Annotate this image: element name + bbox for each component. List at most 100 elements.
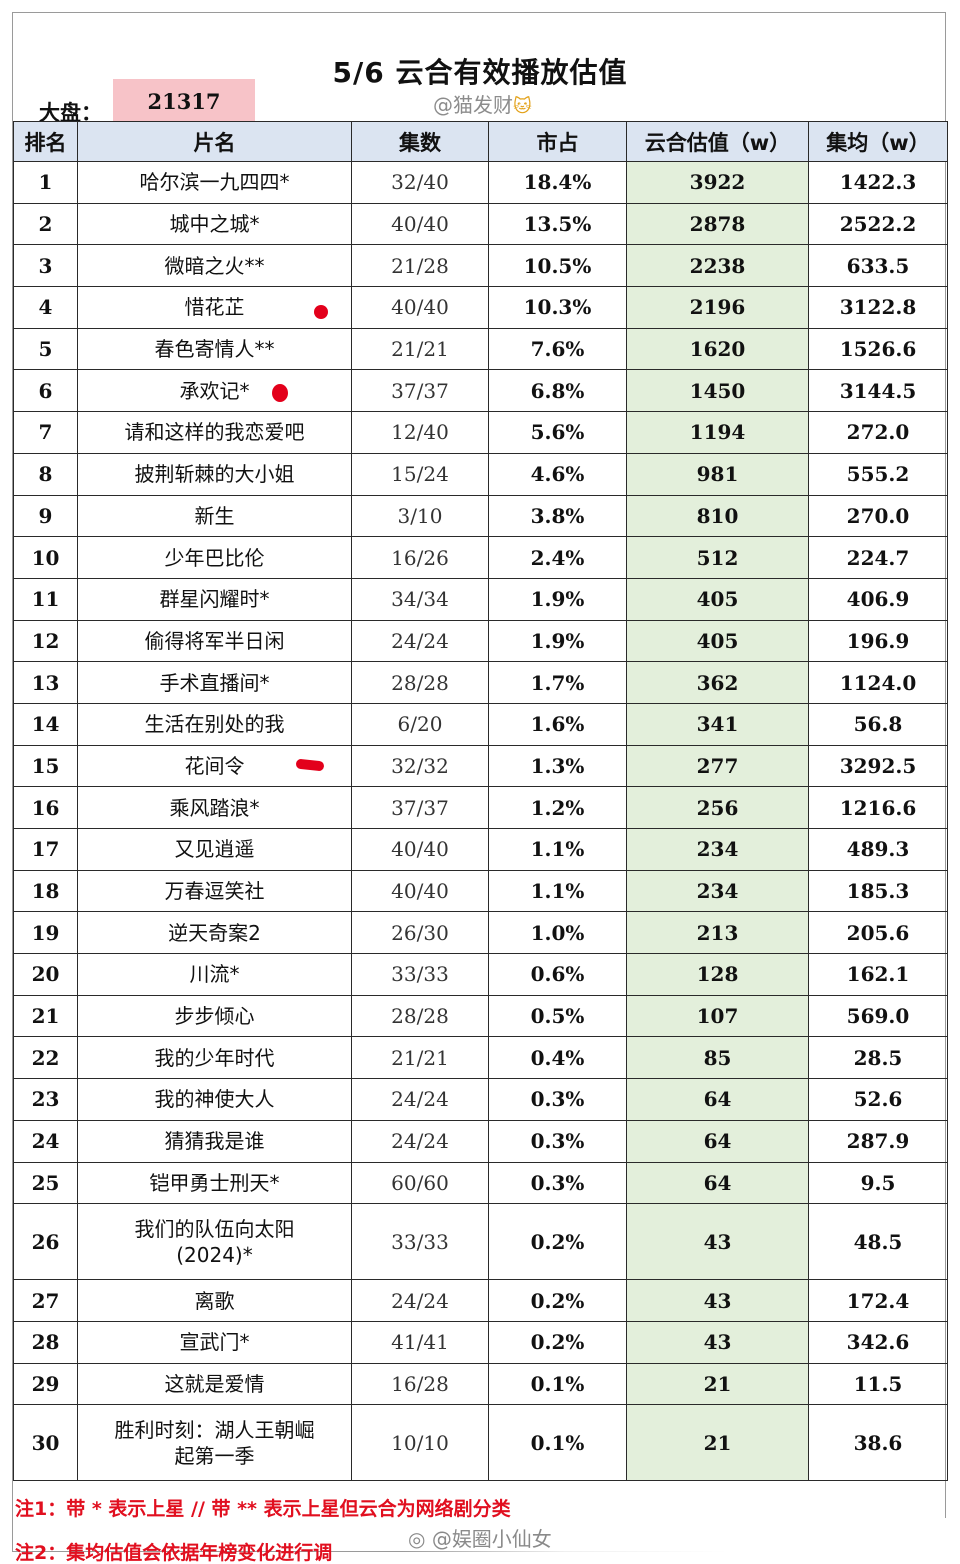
note-1: 注1：带 * 表示上星 // 带 ** 表示上星但云合为网络剧分类	[15, 1498, 511, 1520]
share-cell: 0.3%	[488, 1078, 627, 1121]
average-cell: 3122.8	[808, 286, 948, 329]
average-cell: 287.9	[808, 1119, 948, 1163]
title-cell: 宣武门*	[77, 1320, 352, 1364]
episodes-cell: 24/24	[351, 619, 489, 663]
table-row: 5 春色寄情人** 21/21 7.6% 1620 1526.6	[13, 327, 948, 371]
episodes-cell: 24/24	[351, 1078, 489, 1121]
red-mark-icon	[272, 384, 288, 403]
episodes-cell: 26/30	[351, 911, 489, 955]
estimate-cell: 2196	[626, 286, 809, 329]
title-text: 又见逍遥	[174, 837, 255, 862]
estimate-cell: 43	[626, 1203, 809, 1281]
rank-cell: 17	[13, 828, 78, 871]
episodes-cell: 32/32	[351, 744, 489, 788]
page-title: 5/6 云合有效播放估值	[332, 56, 628, 89]
share-cell: 1.6%	[488, 702, 627, 746]
episodes-cell: 10/10	[351, 1404, 489, 1482]
estimate-cell: 405	[626, 619, 809, 663]
share-cell: 4.6%	[488, 452, 627, 496]
estimate-cell: 1450	[626, 369, 809, 413]
column-header: 集数	[351, 121, 489, 162]
table-row: 27 离歌 24/24 0.2% 43 172.4	[13, 1279, 948, 1322]
average-cell: 633.5	[808, 244, 948, 288]
table-row: 22 我的少年时代 21/21 0.4% 85 28.5	[13, 1036, 948, 1080]
title-cell: 披荆斩棘的大小姐	[77, 452, 352, 496]
episodes-cell: 40/40	[351, 286, 489, 329]
title-cell: 逆天奇案2	[77, 911, 352, 955]
average-cell: 1422.3	[808, 161, 948, 204]
average-cell: 205.6	[808, 911, 948, 955]
rank-cell: 7	[13, 411, 78, 454]
rank-cell: 16	[13, 786, 78, 829]
bottom-watermark-text: @娱圈小仙女	[431, 1527, 552, 1551]
episodes-cell: 28/28	[351, 661, 489, 704]
title-cell: 这就是爱情	[77, 1362, 352, 1406]
average-cell: 1526.6	[808, 327, 948, 371]
average-cell: 185.3	[808, 869, 948, 913]
average-cell: 555.2	[808, 452, 948, 496]
average-cell: 1216.6	[808, 786, 948, 829]
title-text: 花间令	[184, 753, 245, 778]
title-text: 生活在别处的我	[144, 712, 285, 737]
share-cell: 1.2%	[488, 786, 627, 829]
estimate-cell: 21	[626, 1404, 809, 1482]
rank-cell: 25	[13, 1161, 78, 1205]
column-header: 片名	[77, 121, 352, 162]
episodes-cell: 16/28	[351, 1362, 489, 1406]
estimate-cell: 21	[626, 1362, 809, 1406]
rank-cell: 10	[13, 536, 78, 579]
title-text: 铠甲勇士刑天*	[149, 1170, 280, 1195]
title-text: 川流*	[189, 962, 240, 987]
title-cell: 新生	[77, 494, 352, 538]
table-row: 8 披荆斩棘的大小姐 15/24 4.6% 981 555.2	[13, 452, 948, 496]
share-cell: 3.8%	[488, 494, 627, 538]
estimate-cell: 128	[626, 953, 809, 996]
rank-cell: 14	[13, 702, 78, 746]
table-row: 25 铠甲勇士刑天* 60/60 0.3% 64 9.5	[13, 1161, 948, 1205]
column-header: 云合估值（w）	[626, 121, 809, 162]
title-cell: 步步倾心	[77, 994, 352, 1038]
estimate-cell: 405	[626, 577, 809, 621]
title-text: 我的少年时代	[154, 1045, 275, 1070]
title-text: 手术直播间*	[159, 670, 270, 695]
rank-cell: 28	[13, 1320, 78, 1364]
episodes-cell: 28/28	[351, 994, 489, 1038]
table-row: 28 宣武门* 41/41 0.2% 43 342.6	[13, 1320, 948, 1364]
table-row: 12 偷得将军半日闲 24/24 1.9% 405 196.9	[13, 619, 948, 663]
share-cell: 1.1%	[488, 828, 627, 871]
episodes-cell: 37/37	[351, 369, 489, 413]
average-cell: 569.0	[808, 994, 948, 1038]
title-cell: 乘风踏浪*	[77, 786, 352, 829]
title-text: 请和这样的我恋爱吧	[124, 420, 305, 445]
rank-cell: 18	[13, 869, 78, 913]
episodes-cell: 32/40	[351, 161, 489, 204]
estimate-cell: 341	[626, 702, 809, 746]
share-cell: 0.1%	[488, 1362, 627, 1406]
average-cell: 11.5	[808, 1362, 948, 1406]
title-text: 微暗之火**	[164, 253, 265, 278]
rank-cell: 6	[13, 369, 78, 413]
title-cell: 手术直播间*	[77, 661, 352, 704]
table-row: 18 万春逗笑社 40/40 1.1% 234 185.3	[13, 869, 948, 913]
episodes-cell: 41/41	[351, 1320, 489, 1364]
average-cell: 38.6	[808, 1404, 948, 1482]
table-row: 24 猜猜我是谁 24/24 0.3% 64 287.9	[13, 1119, 948, 1163]
title-text-line2: 起第一季	[174, 1443, 255, 1468]
column-header: 排名	[13, 121, 78, 162]
table-row: 14 生活在别处的我 6/20 1.6% 341 56.8	[13, 702, 948, 746]
average-cell: 28.5	[808, 1036, 948, 1080]
estimate-cell: 256	[626, 786, 809, 829]
estimate-cell: 107	[626, 994, 809, 1038]
share-cell: 0.3%	[488, 1161, 627, 1205]
table-row: 26 我们的队伍向太阳 (2024)* 33/33 0.2% 43 48.5	[13, 1203, 948, 1281]
title-text: 猜猜我是谁	[164, 1129, 265, 1154]
title-text: 城中之城*	[169, 212, 260, 237]
table-row: 7 请和这样的我恋爱吧 12/40 5.6% 1194 272.0	[13, 411, 948, 454]
title-cell: 承欢记*	[77, 369, 352, 413]
rank-cell: 27	[13, 1279, 78, 1322]
estimate-cell: 64	[626, 1119, 809, 1163]
table-row: 1 哈尔滨一九四四* 32/40 18.4% 3922 1422.3	[13, 161, 948, 204]
episodes-cell: 33/33	[351, 1203, 489, 1281]
title-cell: 生活在别处的我	[77, 702, 352, 746]
rank-cell: 13	[13, 661, 78, 704]
